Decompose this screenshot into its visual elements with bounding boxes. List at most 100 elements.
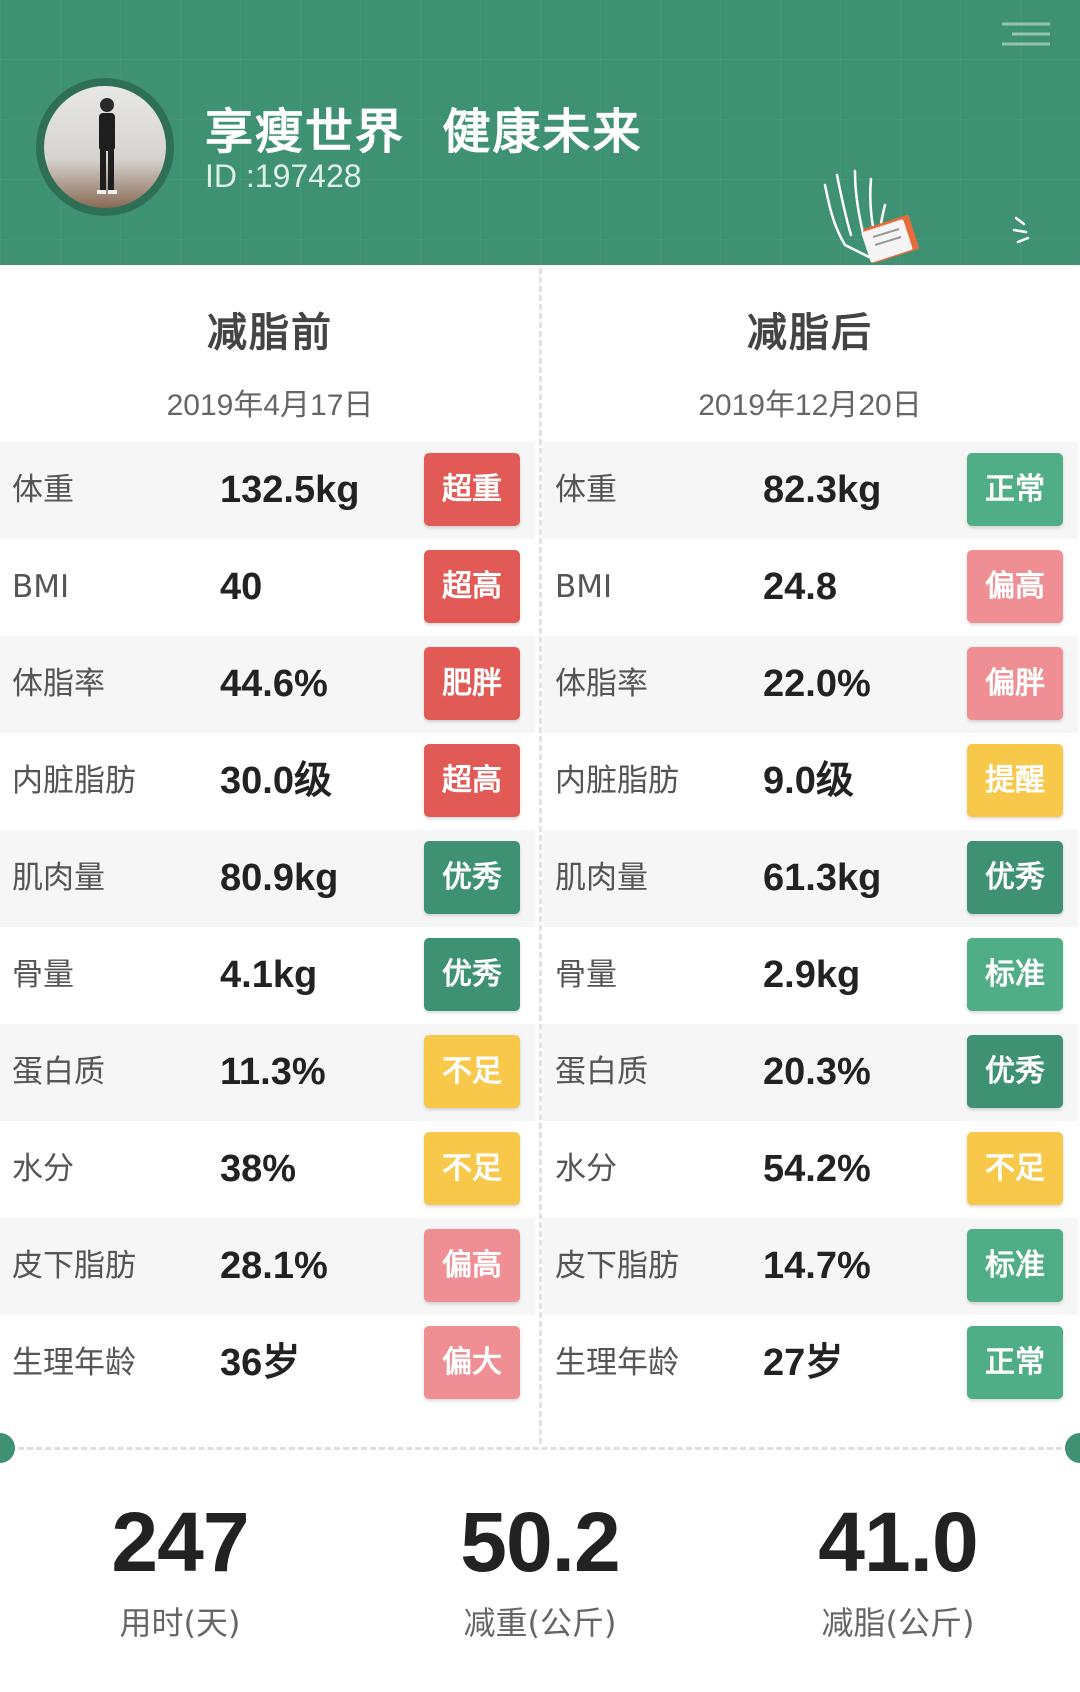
metric-value: 36岁: [220, 1342, 301, 1384]
metric-row: 生理年龄 27岁 正常: [543, 1315, 1078, 1412]
profile-header: 享瘦世界 健康未来 ID :197428: [0, 0, 1080, 265]
summary-weight-loss-caption: 减重(公斤): [463, 1604, 617, 1642]
metric-label: 蛋白质: [12, 1054, 105, 1090]
status-badge: 标准: [967, 1229, 1063, 1302]
metric-row: 内脏脂肪 30.0级 超高: [0, 733, 535, 830]
before-metrics-list: 体重 132.5kg 超重 BMI 40 超高 体脂率 44.6% 肥胖 内脏脂…: [0, 442, 535, 1412]
metric-value: 9.0级: [763, 760, 854, 802]
metric-label: 骨量: [12, 957, 74, 993]
metric-value: 40: [220, 566, 263, 608]
status-badge: 优秀: [424, 841, 520, 914]
metric-value: 24.8: [763, 566, 837, 608]
metric-row: 骨量 2.9kg 标准: [543, 927, 1078, 1024]
metric-row: 体脂率 44.6% 肥胖: [0, 636, 535, 733]
metric-value: 54.2%: [763, 1148, 871, 1190]
metric-row: 内脏脂肪 9.0级 提醒: [543, 733, 1078, 830]
metric-row: 生理年龄 36岁 偏大: [0, 1315, 535, 1412]
header-title: 享瘦世界 健康未来: [205, 104, 643, 160]
metric-label: 体脂率: [12, 666, 105, 702]
summary-weight-loss-value: 50.2: [460, 1495, 621, 1589]
metric-label: 内脏脂肪: [12, 763, 136, 799]
status-badge: 超高: [424, 550, 520, 623]
summary-fat-loss-caption: 减脂(公斤): [821, 1604, 975, 1642]
metric-label: 水分: [12, 1151, 74, 1187]
person-silhouette-icon: [97, 98, 117, 194]
metric-value: 14.7%: [763, 1245, 871, 1287]
user-id: ID :197428: [205, 158, 362, 194]
metric-label: BMI: [12, 569, 70, 605]
before-date: 2019年4月17日: [166, 389, 374, 422]
metric-label: 内脏脂肪: [555, 763, 679, 799]
before-section-header: 减脂前 2019年4月17日: [0, 300, 540, 424]
metric-row: 水分 38% 不足: [0, 1121, 535, 1218]
metric-value: 28.1%: [220, 1245, 328, 1287]
metric-value: 30.0级: [220, 760, 332, 802]
status-badge: 不足: [424, 1035, 520, 1108]
after-metrics-list: 体重 82.3kg 正常 BMI 24.8 偏高 体脂率 22.0% 偏胖 内脏…: [543, 442, 1078, 1412]
metric-row: 体重 132.5kg 超重: [0, 442, 535, 539]
metric-row: 水分 54.2% 不足: [543, 1121, 1078, 1218]
metric-label: 生理年龄: [555, 1345, 679, 1381]
before-title: 减脂前: [207, 310, 333, 356]
metric-label: 水分: [555, 1151, 617, 1187]
metric-value: 20.3%: [763, 1051, 871, 1093]
metric-label: 肌肉量: [555, 860, 648, 896]
ticket-notch-right: [1065, 1433, 1080, 1463]
metric-label: 生理年龄: [12, 1345, 136, 1381]
after-section-header: 减脂后 2019年12月20日: [540, 300, 1080, 424]
status-badge: 不足: [424, 1132, 520, 1205]
status-badge: 优秀: [424, 938, 520, 1011]
summary-weight-loss: 50.2 减重(公斤): [420, 1500, 660, 1644]
metric-row: 蛋白质 20.3% 优秀: [543, 1024, 1078, 1121]
metric-value: 132.5kg: [220, 469, 360, 511]
metric-row: BMI 40 超高: [0, 539, 535, 636]
status-badge: 偏胖: [967, 647, 1063, 720]
summary-divider: [0, 1447, 1080, 1450]
metric-value: 80.9kg: [220, 857, 339, 899]
metric-value: 27岁: [763, 1342, 844, 1384]
status-badge: 正常: [967, 453, 1063, 526]
metric-row: 肌肉量 80.9kg 优秀: [0, 830, 535, 927]
metric-label: 蛋白质: [555, 1054, 648, 1090]
metric-value: 44.6%: [220, 663, 328, 705]
metric-label: 骨量: [555, 957, 617, 993]
hand-holding-card-icon: [823, 169, 919, 264]
after-date: 2019年12月20日: [698, 389, 922, 422]
metric-label: 体重: [12, 472, 74, 508]
sparkle-marks-icon: [1012, 216, 1030, 244]
status-badge: 优秀: [967, 1035, 1063, 1108]
metric-label: 肌肉量: [12, 860, 105, 896]
summary-fat-loss: 41.0 减脂(公斤): [778, 1500, 1018, 1644]
metric-row: 皮下脂肪 14.7% 标准: [543, 1218, 1078, 1315]
avatar-photo: [44, 86, 166, 208]
status-badge: 提醒: [967, 744, 1063, 817]
menu-lines-icon[interactable]: [998, 20, 1054, 50]
status-badge: 超高: [424, 744, 520, 817]
metric-label: 体重: [555, 472, 617, 508]
summary-fat-loss-value: 41.0: [818, 1495, 979, 1589]
metric-value: 2.9kg: [763, 954, 861, 996]
metric-row: BMI 24.8 偏高: [543, 539, 1078, 636]
summary-days-caption: 用时(天): [119, 1604, 241, 1642]
status-badge: 偏高: [967, 550, 1063, 623]
metric-label: 皮下脂肪: [12, 1248, 136, 1284]
status-badge: 正常: [967, 1326, 1063, 1399]
status-badge: 偏高: [424, 1229, 520, 1302]
metric-row: 肌肉量 61.3kg 优秀: [543, 830, 1078, 927]
status-badge: 偏大: [424, 1326, 520, 1399]
metric-row: 体重 82.3kg 正常: [543, 442, 1078, 539]
metric-label: BMI: [555, 569, 613, 605]
metric-value: 82.3kg: [763, 469, 882, 511]
metric-row: 蛋白质 11.3% 不足: [0, 1024, 535, 1121]
status-badge: 不足: [967, 1132, 1063, 1205]
metric-row: 皮下脂肪 28.1% 偏高: [0, 1218, 535, 1315]
avatar[interactable]: [36, 78, 174, 216]
summary-days-value: 247: [111, 1495, 249, 1589]
metric-value: 22.0%: [763, 663, 871, 705]
column-divider: [539, 268, 542, 1444]
status-badge: 优秀: [967, 841, 1063, 914]
ticket-notch-left: [0, 1433, 15, 1463]
status-badge: 标准: [967, 938, 1063, 1011]
metric-row: 体脂率 22.0% 偏胖: [543, 636, 1078, 733]
metric-value: 38%: [220, 1148, 297, 1190]
